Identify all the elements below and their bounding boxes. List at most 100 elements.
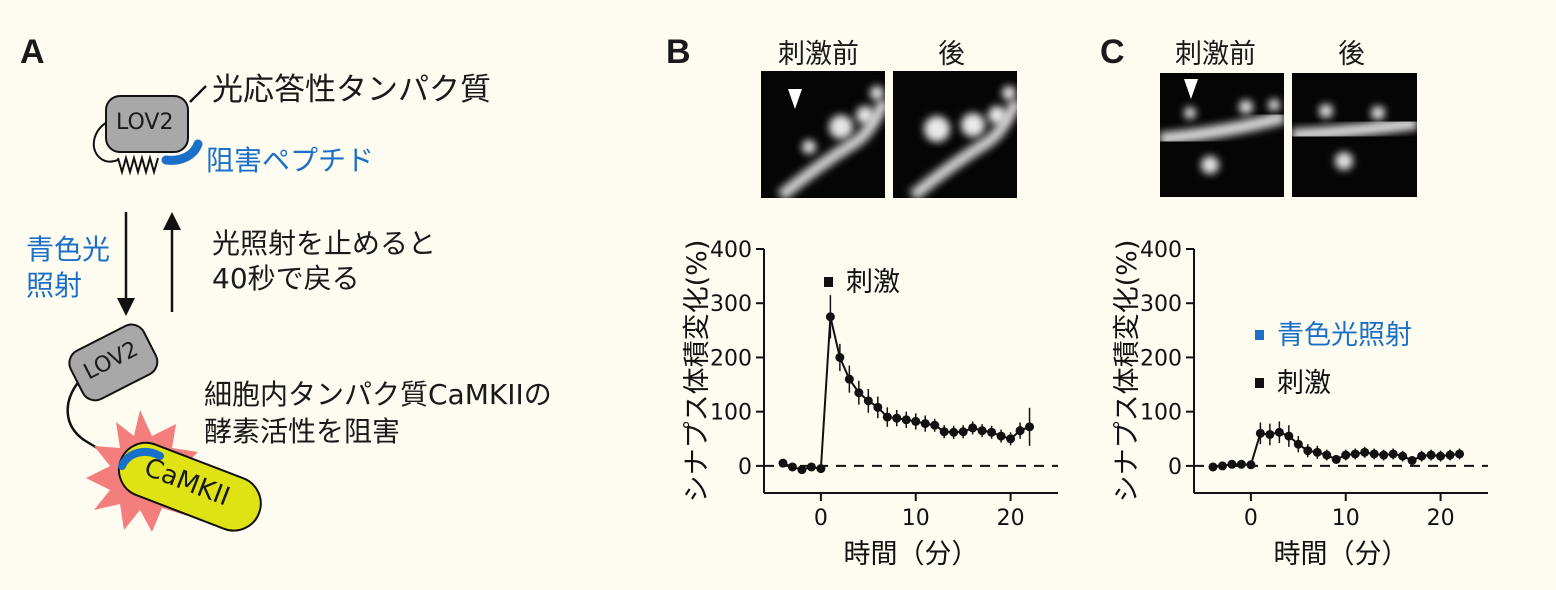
title-pointer-line [189, 85, 207, 103]
y-tick-label: 400 [1140, 240, 1182, 263]
lov2-top-box [105, 95, 189, 153]
recovery-line-1: 光照射を止めると [212, 227, 437, 260]
data-point [1227, 459, 1237, 469]
y-tick-label: 200 [710, 346, 752, 371]
panel-b-label: B [666, 33, 691, 71]
inhibitor-peptide [161, 139, 203, 165]
data-point [1236, 459, 1246, 469]
data-point [1208, 462, 1218, 472]
x-tick-label: 10 [1332, 506, 1360, 531]
data-point [1293, 439, 1303, 449]
data-point [1255, 428, 1265, 438]
y-tick-label: 0 [738, 455, 752, 480]
panel-b-image-before [761, 71, 885, 198]
legend-marker [824, 277, 833, 287]
legend-label: 刺激 [1277, 368, 1331, 399]
data-point [863, 396, 873, 406]
data-point [1303, 446, 1313, 456]
data-point [844, 374, 854, 384]
data-point [901, 415, 911, 425]
data-point [1398, 451, 1408, 461]
y-tick-label: 400 [710, 240, 752, 263]
data-point [806, 462, 816, 472]
legend-label: 青色光照射 [1277, 320, 1412, 351]
effect-line-2: 酵素活性を阻害 [204, 415, 401, 448]
data-point [854, 388, 864, 398]
x-axis-label: 時間（分） [844, 539, 979, 570]
data-point [1284, 431, 1294, 441]
data-point [1274, 427, 1284, 437]
data-point [1006, 434, 1016, 444]
data-point [1436, 451, 1446, 461]
data-point [882, 412, 892, 422]
data-point [1217, 461, 1227, 471]
x-axis-label: 時間（分） [1274, 539, 1409, 570]
data-point [778, 458, 788, 468]
data-point [1426, 450, 1436, 460]
data-point [1312, 447, 1322, 457]
y-axis-label: シナプス体積変化(%) [682, 240, 713, 502]
data-point [958, 427, 968, 437]
x-tick-label: 0 [814, 506, 828, 531]
data-point [892, 413, 902, 423]
lov2-top-label: LOV2 [116, 110, 174, 135]
panel-b-after-label: 後 [938, 39, 965, 70]
data-point [911, 416, 921, 426]
data-point [1331, 454, 1341, 464]
data-point [1445, 450, 1455, 460]
data-point [1455, 449, 1465, 459]
y-tick-label: 200 [1140, 346, 1182, 371]
data-point [825, 312, 835, 322]
data-point [930, 420, 940, 430]
inhibitor-peptide-bound [118, 447, 164, 470]
legend-marker [1255, 330, 1264, 340]
y-tick-label: 0 [1168, 455, 1182, 480]
legend-label: 刺激 [846, 267, 900, 298]
x-tick-label: 20 [1427, 506, 1455, 531]
data-point [1388, 449, 1398, 459]
data-point [1322, 450, 1332, 460]
data-point [1407, 455, 1417, 465]
data-point [939, 427, 949, 437]
recovery-line-2: 40秒で戻る [212, 262, 360, 295]
data-point [1417, 451, 1427, 461]
data-point [816, 464, 826, 474]
data-point [797, 465, 807, 475]
panel-c-arrowhead [1184, 79, 1198, 99]
y-tick-label: 300 [1140, 292, 1182, 317]
y-axis-label: シナプス体積変化(%) [1112, 240, 1143, 502]
x-tick-label: 0 [1244, 506, 1258, 531]
data-point [1369, 449, 1379, 459]
blue-light-line-1: 青色光 [26, 233, 111, 266]
x-tick-label: 20 [997, 506, 1025, 531]
blue-light-line-2: 照射 [26, 269, 83, 302]
panel-b-chart: 0 100 200 300 400 0 10 20 時間（分） シナプス体積変化(%) 刺激 [682, 240, 1058, 570]
panel-c-image-after [1292, 73, 1417, 197]
data-point [987, 427, 997, 437]
data-point [949, 427, 959, 437]
y-tick-label: 100 [1140, 401, 1182, 426]
lov2-bottom-box [68, 323, 159, 402]
panel-a-diagram [66, 85, 262, 532]
panel-b-arrowhead [788, 89, 802, 109]
data-point [1360, 447, 1370, 457]
panel-a-label: A [20, 33, 45, 71]
data-point [920, 419, 930, 429]
panel-c-chart: 0 100 200 300 400 0 10 20 時間（分） シナプス体積変化(%) 青色光照射刺… [1112, 240, 1488, 570]
legend-marker [1255, 378, 1264, 388]
data-point [968, 423, 978, 433]
linker-loop [92, 119, 119, 163]
peptide-label: 阻害ペプチド [206, 144, 375, 177]
spring-zigzag [117, 154, 159, 176]
data-point [1015, 426, 1025, 436]
panel-c-before-label: 刺激前 [1175, 39, 1256, 70]
data-point [873, 402, 883, 412]
series-line [782, 316, 1030, 471]
panel-c-image-before [1160, 73, 1284, 197]
effect-line-1: 細胞内タンパク質CaMKIIの [204, 378, 552, 411]
x-tick-label: 10 [902, 506, 930, 531]
panel-c-label: C [1100, 33, 1125, 71]
arrow-up-head [163, 212, 181, 230]
data-point [977, 426, 987, 436]
protein-title: 光応答性タンパク質 [212, 72, 491, 108]
